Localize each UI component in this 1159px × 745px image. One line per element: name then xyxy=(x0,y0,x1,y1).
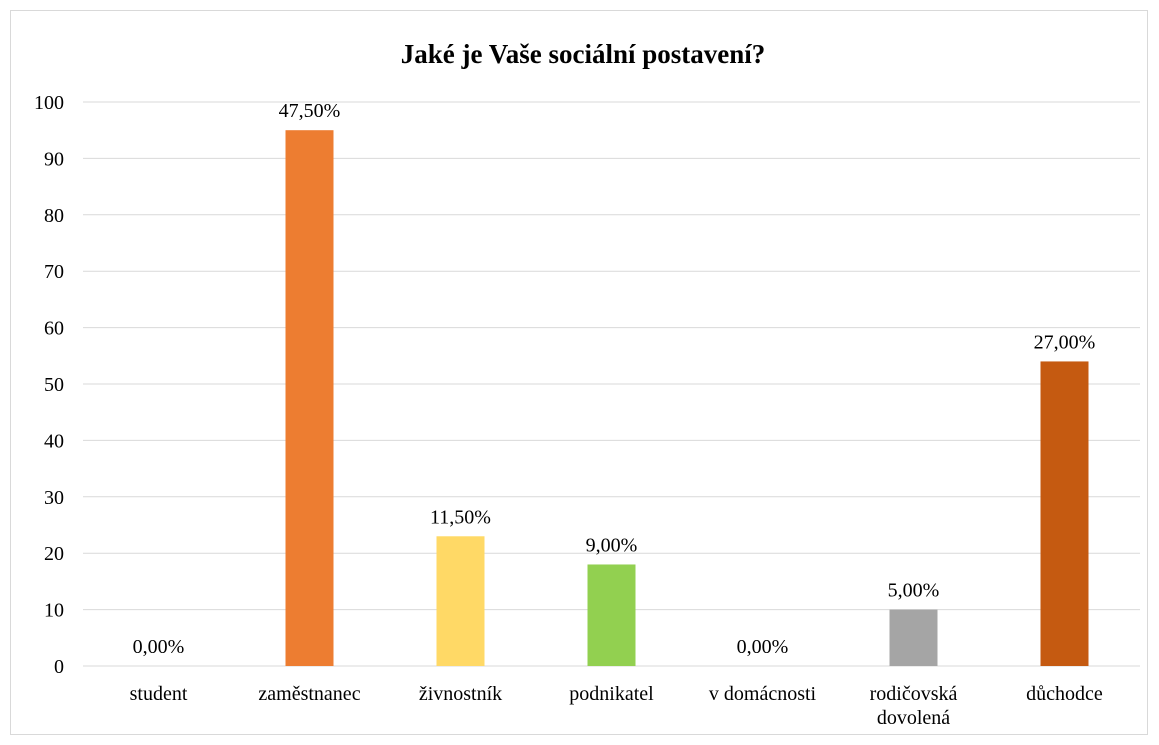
category-label: rodičovská dovolená xyxy=(870,683,958,729)
y-tick-label: 20 xyxy=(44,543,64,565)
bar xyxy=(587,564,636,666)
y-tick-label: 40 xyxy=(44,430,64,452)
x-axis-categories: student zaměstnanec živnostník podnikatel v … xyxy=(130,683,1103,729)
y-tick-label: 60 xyxy=(44,318,64,340)
data-label: 0,00% xyxy=(737,636,789,658)
bar xyxy=(436,536,485,666)
y-tick-label: 70 xyxy=(44,261,64,283)
data-label: 9,00% xyxy=(586,534,638,556)
category-label: důchodce xyxy=(1026,683,1103,705)
y-tick-label: 100 xyxy=(34,92,64,114)
data-label: 47,50% xyxy=(279,100,341,122)
bar xyxy=(1040,361,1089,666)
bars xyxy=(285,130,1089,666)
chart-title: Jaké je Vaše sociální postavení? xyxy=(401,39,766,69)
y-tick-label: 30 xyxy=(44,487,64,509)
data-label: 11,50% xyxy=(430,506,491,528)
data-label: 27,00% xyxy=(1034,331,1096,353)
bar xyxy=(285,130,334,666)
y-tick-label: 10 xyxy=(44,600,64,622)
y-tick-label: 80 xyxy=(44,205,64,227)
category-label: zaměstnanec xyxy=(258,683,360,705)
gridlines xyxy=(83,101,1140,667)
data-label: 5,00% xyxy=(888,580,940,602)
y-axis-ticks: 0 10 20 30 40 50 60 70 80 90 100 xyxy=(34,92,64,678)
y-tick-label: 0 xyxy=(54,656,64,678)
category-label: v domácnosti xyxy=(709,683,817,705)
chart-frame xyxy=(10,10,1148,735)
category-label: živnostník xyxy=(419,683,502,705)
data-labels: 0,00% 47,50% 11,50% 9,00% 0,00% 5,00% 27,00% xyxy=(133,100,1096,658)
y-tick-label: 90 xyxy=(44,148,64,170)
data-label: 0,00% xyxy=(133,636,185,658)
bar xyxy=(889,609,938,666)
category-label: student xyxy=(130,683,188,705)
y-tick-label: 50 xyxy=(44,374,64,396)
category-label: podnikatel xyxy=(569,683,654,705)
